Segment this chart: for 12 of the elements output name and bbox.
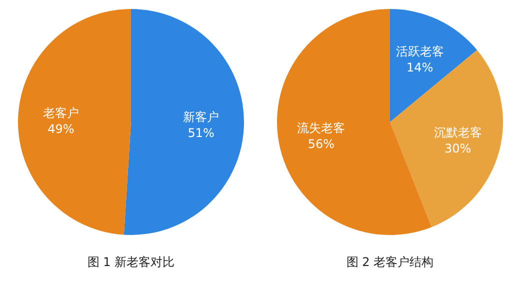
data-label: 49% xyxy=(48,122,74,136)
data-label: 51% xyxy=(188,126,214,140)
slice-label: 沉默老客 xyxy=(434,125,482,140)
text: 图 1 新老客对比 xyxy=(87,255,175,269)
slice-label: 流失老客 xyxy=(297,121,346,136)
slice-label: 活跃老客 xyxy=(396,44,444,59)
data-label: 14% xyxy=(406,60,434,75)
slice-label: 老客户 xyxy=(42,106,79,120)
text: 图 2 老客户结构 xyxy=(346,255,434,269)
slice-label: 新客户 xyxy=(183,110,220,124)
data-label: 30% xyxy=(444,141,472,156)
data-label: 56% xyxy=(308,137,335,152)
